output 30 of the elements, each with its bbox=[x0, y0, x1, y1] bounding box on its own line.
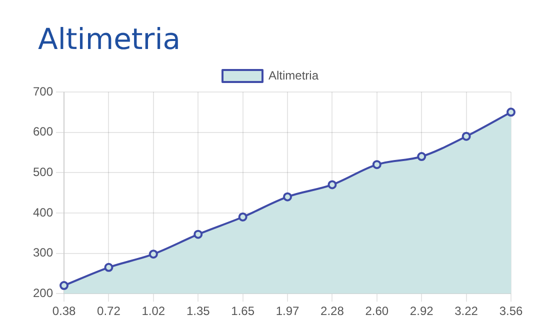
x-tick-label: 2.60 bbox=[365, 304, 389, 318]
x-tick-label: 1.65 bbox=[231, 304, 255, 318]
x-tick-label: 2.28 bbox=[320, 304, 344, 318]
y-tick-label: 500 bbox=[32, 164, 54, 179]
y-tick-label: 600 bbox=[32, 124, 54, 139]
point bbox=[148, 250, 158, 259]
y-tick-label: 300 bbox=[32, 246, 54, 260]
point bbox=[506, 108, 516, 117]
point bbox=[283, 192, 292, 202]
point bbox=[328, 180, 337, 190]
x-tick-label: 0.72 bbox=[97, 304, 121, 318]
point bbox=[462, 132, 471, 141]
point bbox=[194, 230, 203, 239]
x-tick-label: 1.35 bbox=[186, 304, 210, 318]
x-tick-label: 1.02 bbox=[142, 304, 166, 318]
y-tick-label: 400 bbox=[32, 205, 54, 220]
y-tick-label: 700 bbox=[32, 84, 54, 98]
x-tick-label: 1.97 bbox=[276, 304, 300, 318]
point bbox=[372, 160, 382, 170]
legend-label: Altimetria bbox=[268, 68, 319, 82]
x-tick-label: 3.22 bbox=[454, 304, 478, 318]
x-tick-label: 2.92 bbox=[410, 304, 434, 318]
x-tick-label: 3.56 bbox=[499, 304, 523, 318]
y-tick-label: 200 bbox=[32, 286, 54, 300]
point bbox=[417, 152, 426, 162]
point bbox=[238, 212, 248, 222]
point bbox=[104, 262, 114, 272]
chart-title: Altimetria bbox=[38, 22, 181, 56]
point bbox=[60, 281, 69, 290]
x-tick-label: 0.38 bbox=[52, 304, 76, 318]
